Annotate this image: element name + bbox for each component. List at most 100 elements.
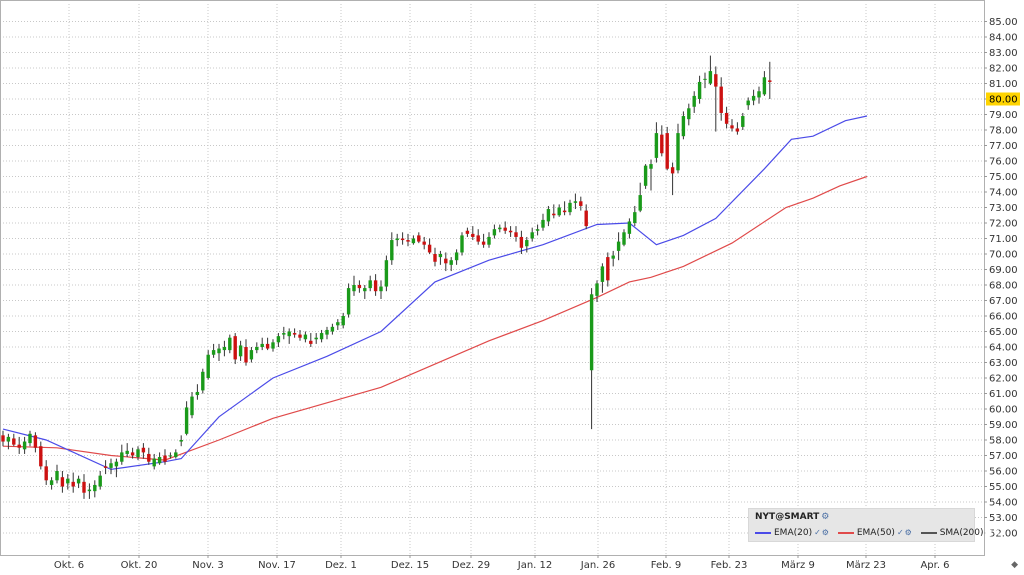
current-price-bg xyxy=(986,92,1020,106)
check-icon[interactable]: ✓ xyxy=(896,528,904,537)
candle xyxy=(1,430,5,447)
x-tick-label: Apr. 6 xyxy=(920,560,949,571)
candle-body xyxy=(147,453,151,462)
legend-item-ema50[interactable]: EMA(50) ✓⚙ xyxy=(837,528,912,538)
y-tick-label: 53.00 xyxy=(989,513,1018,524)
candle xyxy=(460,232,464,256)
candle-body xyxy=(454,252,459,261)
candle-body xyxy=(22,441,27,450)
candle-body xyxy=(76,478,81,484)
candle xyxy=(519,230,524,254)
x-tick-label: Jan. 26 xyxy=(580,560,616,571)
candle xyxy=(125,443,129,458)
candle-body xyxy=(595,283,599,296)
candle xyxy=(660,125,664,157)
candle xyxy=(422,236,426,250)
candle-body xyxy=(238,345,243,357)
candle-body xyxy=(611,255,615,259)
y-tick-label: 52.00 xyxy=(989,529,1018,540)
legend-label-sma200: SMA(200) xyxy=(939,528,984,538)
candle xyxy=(319,329,324,343)
checkbox-icon[interactable]: ■ xyxy=(984,528,993,537)
settings-icon[interactable]: ⚙ xyxy=(993,528,1001,537)
candle-body xyxy=(379,286,383,292)
y-tick-label: 76.00 xyxy=(989,157,1018,168)
candle xyxy=(238,340,243,361)
candle-body xyxy=(363,288,367,292)
candle-body xyxy=(249,350,254,360)
candle xyxy=(687,103,691,126)
candle xyxy=(584,204,588,230)
candle xyxy=(595,280,599,303)
candle-body xyxy=(665,133,669,169)
candle xyxy=(697,75,702,104)
candle-body xyxy=(93,484,97,492)
y-tick-label: 77.00 xyxy=(989,141,1018,152)
legend-item-sma200[interactable]: SMA(200)■⚙ xyxy=(920,528,1001,538)
x-tick-label: Nov. 17 xyxy=(258,560,296,571)
candle-body xyxy=(71,481,75,487)
candle-body xyxy=(697,81,702,99)
candle-body xyxy=(130,452,135,456)
candle-body xyxy=(670,167,675,174)
candle xyxy=(22,436,27,454)
candle xyxy=(670,162,675,196)
candle xyxy=(282,326,286,340)
candle xyxy=(600,263,605,293)
x-tick-label: März 9 xyxy=(781,560,815,571)
candle-body xyxy=(17,444,21,448)
candle-body xyxy=(44,466,48,481)
settings-icon[interactable]: ⚙ xyxy=(821,512,830,522)
candle-body xyxy=(600,266,605,282)
y-tick-label: 71.00 xyxy=(989,234,1018,245)
candle-body xyxy=(471,233,475,237)
candle xyxy=(357,280,362,293)
candle-body xyxy=(168,455,173,457)
candle-body xyxy=(541,219,545,228)
candle xyxy=(271,339,275,352)
y-tick-label: 74.00 xyxy=(989,188,1018,199)
candle xyxy=(233,333,237,365)
candle-body xyxy=(741,116,745,127)
candle-body xyxy=(33,435,38,448)
candle-body xyxy=(341,316,345,326)
candle-body xyxy=(751,95,756,101)
candle xyxy=(676,123,680,174)
y-tick-label: 85.00 xyxy=(989,17,1018,28)
y-tick-label: 57.00 xyxy=(989,451,1018,462)
check-icon[interactable]: ✓ xyxy=(814,528,821,537)
x-tick-label: Jan. 12 xyxy=(517,560,553,571)
y-tick-label: 55.00 xyxy=(989,482,1018,493)
candle-body xyxy=(303,334,308,340)
candle xyxy=(314,333,318,344)
candle xyxy=(552,204,556,219)
legend-symbol: NYT@SMART xyxy=(755,512,820,522)
candle xyxy=(39,441,43,470)
ema50-swatch xyxy=(837,531,854,534)
candle xyxy=(643,164,648,189)
grid-lines xyxy=(0,4,984,555)
legend-item-ema20[interactable]: EMA(20) ✓⚙ xyxy=(755,528,829,538)
candle-body xyxy=(427,244,432,253)
candle-body xyxy=(476,235,480,242)
candle-body xyxy=(654,133,659,158)
candle xyxy=(649,159,653,191)
x-tick-label: März 23 xyxy=(846,560,886,571)
candle xyxy=(373,274,378,296)
candle-body xyxy=(352,285,356,292)
candle-body xyxy=(638,195,642,211)
candle-body xyxy=(525,240,529,247)
candle xyxy=(379,280,383,299)
candle xyxy=(503,221,507,234)
candle xyxy=(492,224,497,239)
candle-body xyxy=(174,452,178,458)
candle xyxy=(28,430,32,447)
candle xyxy=(692,91,696,113)
settings-icon[interactable]: ⚙ xyxy=(821,528,829,537)
candle-body xyxy=(573,201,578,203)
y-tick-label: 65.00 xyxy=(989,327,1018,338)
settings-icon[interactable]: ⚙ xyxy=(904,528,912,537)
candle-body xyxy=(562,210,567,213)
candle xyxy=(336,319,340,330)
